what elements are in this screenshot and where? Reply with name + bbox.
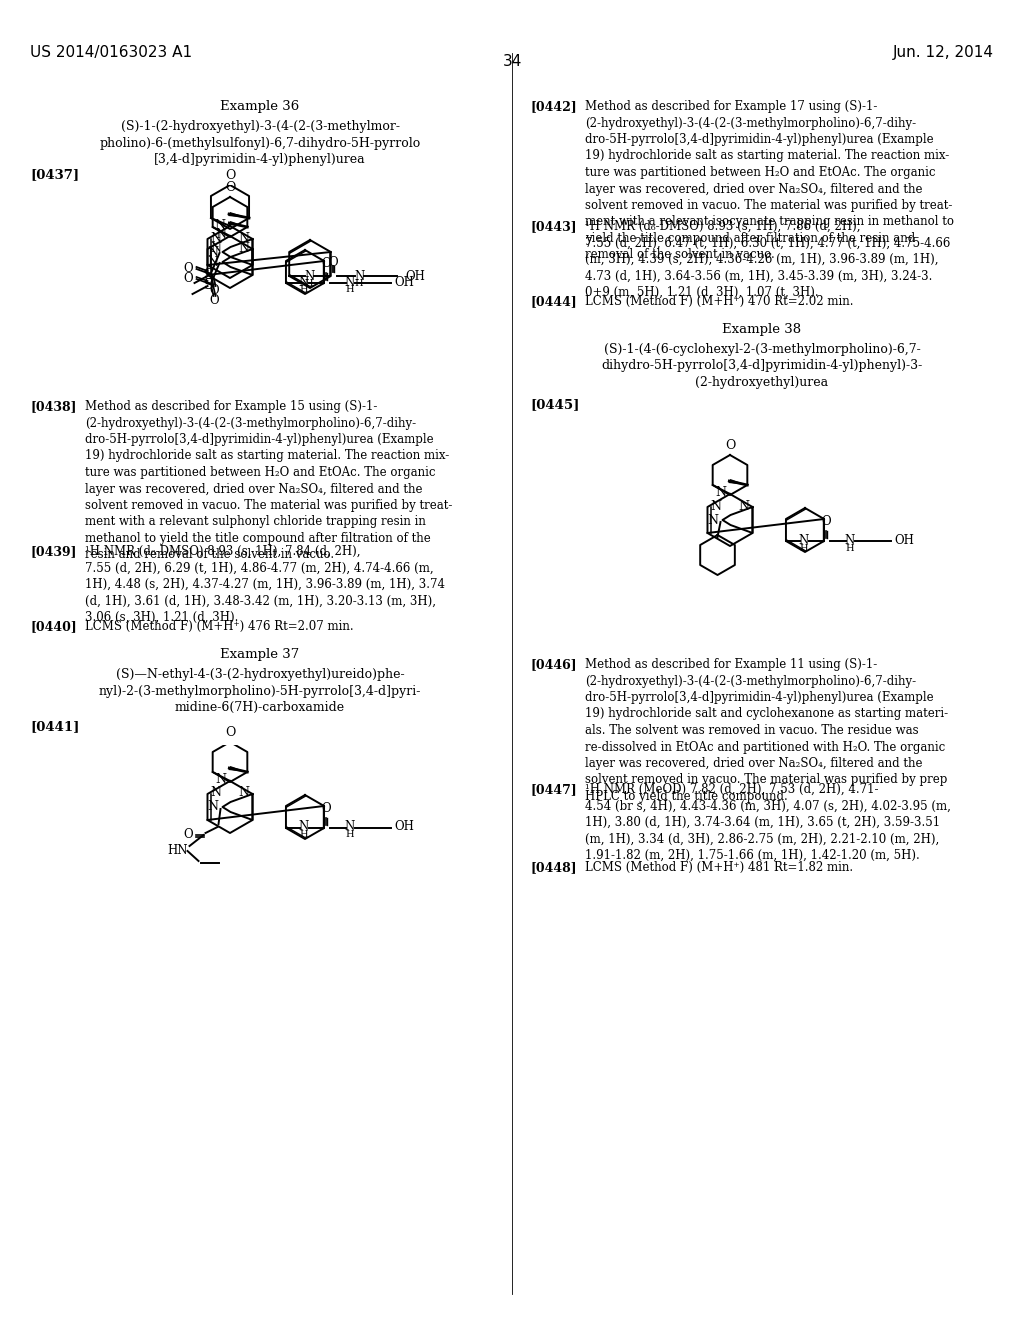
Text: N: N — [211, 231, 221, 244]
Text: Example 38: Example 38 — [723, 323, 802, 337]
Text: N: N — [216, 228, 226, 242]
Text: [0441]: [0441] — [30, 719, 80, 733]
Text: O: O — [210, 285, 219, 297]
Text: OH: OH — [894, 533, 913, 546]
Text: [0444]: [0444] — [530, 294, 577, 308]
Text: N: N — [304, 269, 314, 282]
Text: (S)-1-(4-(6-cyclohexyl-2-(3-methylmorpholino)-6,7-
dihydro-5H-pyrrolo[3,4-d]pyri: (S)-1-(4-(6-cyclohexyl-2-(3-methylmorpho… — [601, 343, 923, 389]
Text: Example 37: Example 37 — [220, 648, 300, 661]
Text: LCMS (Method F) (M+H⁺) 476 Rt=2.07 min.: LCMS (Method F) (M+H⁺) 476 Rt=2.07 min. — [85, 620, 353, 634]
Text: Method as described for Example 11 using (S)-1-
(2-hydroxyethyl)-3-(4-(2-(3-meth: Method as described for Example 11 using… — [585, 657, 948, 803]
Text: N: N — [216, 774, 226, 785]
Text: N: N — [299, 276, 309, 289]
Polygon shape — [228, 213, 249, 218]
Text: O: O — [322, 257, 331, 271]
Text: [0439]: [0439] — [30, 545, 77, 558]
Text: N: N — [239, 787, 250, 800]
Text: N: N — [214, 219, 225, 232]
Text: N: N — [208, 246, 218, 259]
Text: O: O — [225, 726, 236, 739]
Text: N: N — [799, 533, 809, 546]
Text: N: N — [211, 242, 221, 255]
Text: N: N — [208, 256, 218, 268]
Text: [0437]: [0437] — [30, 168, 79, 181]
Text: N: N — [345, 821, 355, 833]
Text: N: N — [208, 800, 218, 813]
Text: S: S — [204, 279, 214, 292]
Text: [0443]: [0443] — [530, 220, 577, 234]
Text: OH: OH — [406, 269, 425, 282]
Text: ¹H NMR (d₆-DMSO) 8.93 (s, 1H), 7.84 (d, 2H),
7.55 (d, 2H), 6.29 (t, 1H), 4.86-4.: ¹H NMR (d₆-DMSO) 8.93 (s, 1H), 7.84 (d, … — [85, 545, 445, 624]
Text: ¹H NMR (MeOD) 7.82 (d, 2H), 7.53 (d, 2H), 4.71-
4.54 (br s, 4H), 4.43-4.36 (m, 3: ¹H NMR (MeOD) 7.82 (d, 2H), 7.53 (d, 2H)… — [585, 783, 951, 862]
Text: [0447]: [0447] — [530, 783, 577, 796]
Text: OH: OH — [394, 276, 414, 289]
Text: ¹H NMR (d₆-DMSO) 8.93 (s, 1H), 7.86 (d, 2H),
7.55 (d, 2H), 6.47 (t, 1H), 6.30 (t: ¹H NMR (d₆-DMSO) 8.93 (s, 1H), 7.86 (d, … — [585, 220, 950, 300]
Text: OH: OH — [394, 821, 414, 833]
Text: O: O — [225, 169, 236, 182]
Text: US 2014/0163023 A1: US 2014/0163023 A1 — [30, 45, 193, 59]
Text: N: N — [738, 499, 750, 512]
Text: O: O — [183, 829, 194, 842]
Text: 34: 34 — [503, 54, 521, 70]
Text: O: O — [322, 803, 331, 814]
Text: O: O — [210, 294, 219, 308]
Polygon shape — [228, 766, 248, 772]
Text: [0440]: [0440] — [30, 620, 77, 634]
Text: N: N — [239, 231, 250, 244]
Polygon shape — [728, 479, 748, 484]
Text: LCMS (Method F) (M+H⁺) 470 Rt=2.02 min.: LCMS (Method F) (M+H⁺) 470 Rt=2.02 min. — [585, 294, 853, 308]
Text: H: H — [355, 280, 364, 289]
Text: H: H — [305, 280, 313, 289]
Text: LCMS (Method F) (M+H⁺) 481 Rt=1.82 min.: LCMS (Method F) (M+H⁺) 481 Rt=1.82 min. — [585, 861, 853, 874]
Text: HN: HN — [167, 843, 187, 857]
Text: N: N — [239, 242, 250, 255]
Text: S: S — [204, 268, 214, 282]
Text: [0446]: [0446] — [530, 657, 577, 671]
Text: N: N — [211, 787, 221, 800]
Text: H: H — [846, 544, 854, 553]
Text: (S)-1-(2-hydroxyethyl)-3-(4-(2-(3-methylmor-
pholino)-6-(methylsulfonyl)-6,7-dih: (S)-1-(2-hydroxyethyl)-3-(4-(2-(3-methyl… — [99, 120, 421, 166]
Text: N: N — [299, 821, 309, 833]
Text: H: H — [800, 544, 808, 553]
Text: N: N — [845, 533, 855, 546]
Text: H: H — [300, 830, 308, 840]
Text: H: H — [300, 285, 308, 294]
Text: (S)—N-ethyl-4-(3-(2-hydroxyethyl)ureido)phe-
nyl)-2-(3-methylmorpholino)-5H-pyrr: (S)—N-ethyl-4-(3-(2-hydroxyethyl)ureido)… — [98, 668, 421, 714]
Text: N: N — [716, 486, 727, 499]
Text: [0442]: [0442] — [530, 100, 577, 114]
Text: H: H — [346, 830, 354, 840]
Text: Method as described for Example 17 using (S)-1-
(2-hydroxyethyl)-3-(4-(2-(3-meth: Method as described for Example 17 using… — [585, 100, 954, 261]
Text: O: O — [821, 515, 830, 528]
Text: N: N — [711, 499, 722, 512]
Text: N: N — [708, 513, 719, 527]
Text: Example 36: Example 36 — [220, 100, 300, 114]
Text: O: O — [329, 256, 338, 268]
Text: O: O — [183, 272, 194, 285]
Text: N: N — [354, 269, 365, 282]
Text: [0448]: [0448] — [530, 861, 577, 874]
Polygon shape — [228, 220, 248, 227]
Text: H: H — [346, 285, 354, 294]
Text: N: N — [345, 276, 355, 289]
Text: O: O — [183, 261, 194, 275]
Text: Method as described for Example 15 using (S)-1-
(2-hydroxyethyl)-3-(4-(2-(3-meth: Method as described for Example 15 using… — [85, 400, 453, 561]
Text: O: O — [225, 181, 236, 194]
Text: [0445]: [0445] — [530, 399, 580, 411]
Text: Jun. 12, 2014: Jun. 12, 2014 — [893, 45, 994, 59]
Text: O: O — [725, 440, 735, 451]
Text: [0438]: [0438] — [30, 400, 77, 413]
